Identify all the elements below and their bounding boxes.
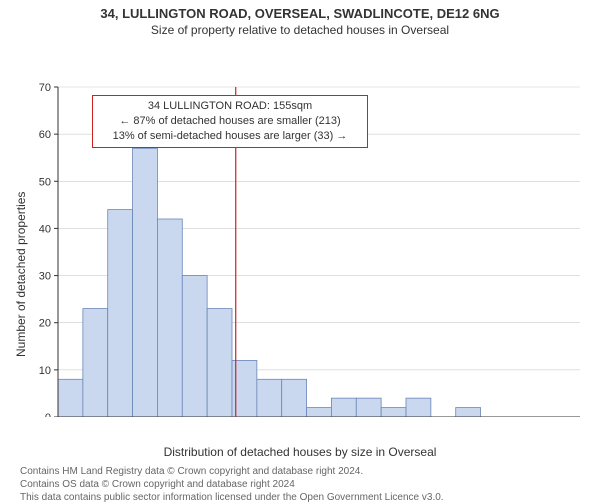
footer-line: This data contains public sector informa…	[20, 491, 600, 504]
svg-text:40: 40	[39, 223, 51, 235]
title-main: 34, LULLINGTON ROAD, OVERSEAL, SWADLINCO…	[0, 0, 600, 21]
svg-text:60: 60	[39, 129, 51, 141]
histogram-chart: Number of detached properties 0 10 20 30 40 5…	[0, 37, 600, 417]
svg-text:70: 70	[39, 82, 51, 94]
svg-text:50: 50	[39, 176, 51, 188]
x-axis-label: Distribution of detached houses by size …	[0, 445, 600, 459]
svg-text:10: 10	[39, 365, 51, 377]
title-sub: Size of property relative to detached ho…	[0, 21, 600, 37]
footer-line: Contains OS data © Crown copyright and d…	[20, 478, 600, 491]
svg-text:20: 20	[39, 318, 51, 330]
y-axis-label: Number of detached properties	[14, 192, 28, 357]
svg-text:30: 30	[39, 271, 51, 283]
footer-attribution: Contains HM Land Registry data © Crown c…	[0, 465, 600, 504]
annotation-box: 34 LULLINGTON ROAD: 155sqm← 87% of detac…	[92, 95, 368, 148]
footer-line: Contains HM Land Registry data © Crown c…	[20, 465, 600, 478]
svg-text:0: 0	[45, 412, 51, 417]
